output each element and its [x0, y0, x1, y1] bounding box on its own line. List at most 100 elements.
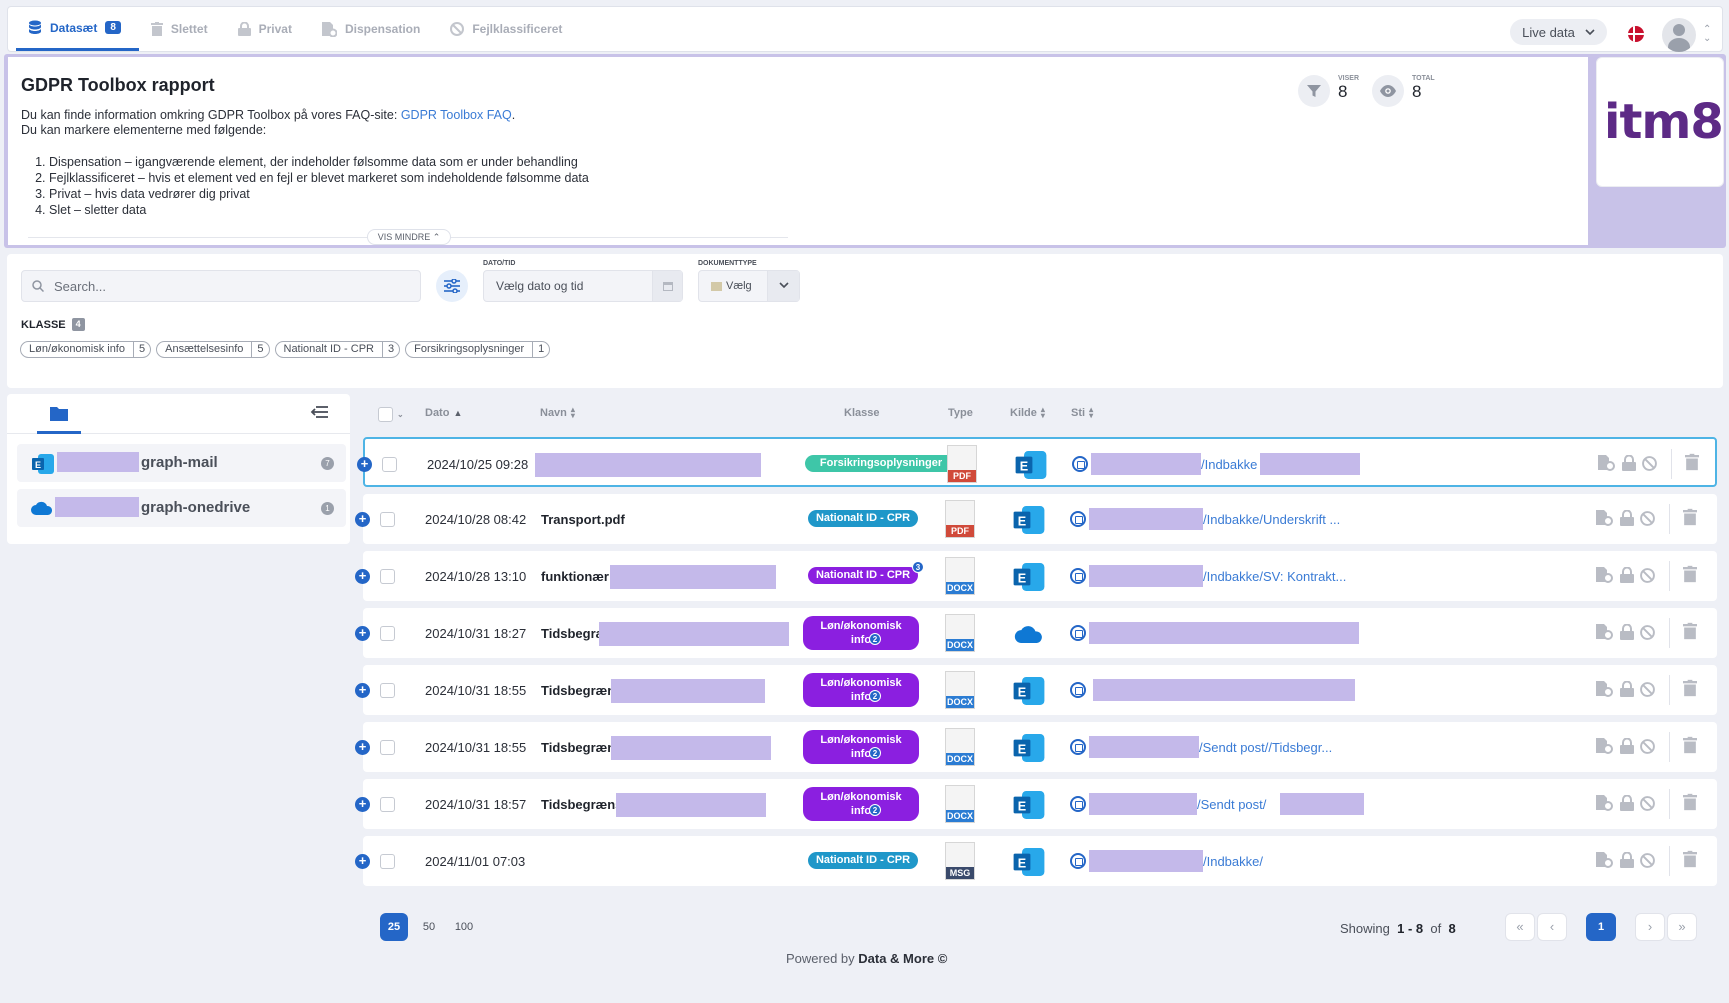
lock-icon[interactable]: [1622, 455, 1636, 471]
expand-row-button[interactable]: +: [355, 626, 370, 641]
table-row[interactable]: +2024/10/25 09:28 Forsikringsoplysninger P…: [357, 437, 1717, 487]
page-1-button[interactable]: 1: [1586, 913, 1616, 941]
row-checkbox[interactable]: [380, 569, 395, 584]
copy-path-icon[interactable]: [1072, 456, 1088, 472]
expand-row-button[interactable]: +: [357, 457, 372, 472]
expand-row-button[interactable]: +: [355, 512, 370, 527]
next-page-button[interactable]: ›: [1635, 913, 1665, 941]
row-checkbox[interactable]: [380, 683, 395, 698]
col-dato[interactable]: Dato ▲: [425, 407, 463, 419]
ban-icon[interactable]: [1642, 455, 1657, 471]
page-size-100[interactable]: 100: [454, 921, 474, 933]
row-checkbox[interactable]: [380, 512, 395, 527]
copy-path-icon[interactable]: [1070, 511, 1086, 527]
filter-settings-button[interactable]: [436, 270, 468, 302]
ban-icon[interactable]: [1640, 738, 1655, 754]
lock-icon[interactable]: [1620, 795, 1634, 811]
chevron-down-icon[interactable]: [767, 271, 799, 301]
ban-icon[interactable]: [1640, 681, 1655, 697]
dispensation-icon[interactable]: [1596, 738, 1614, 754]
chip-ansaettelse[interactable]: Ansættelsesinfo 5: [156, 341, 270, 358]
expand-row-button[interactable]: +: [355, 569, 370, 584]
delete-icon[interactable]: [1683, 850, 1697, 868]
row-path[interactable]: /Indbakke/SV: Kontrakt...: [1203, 569, 1347, 584]
danish-flag-icon[interactable]: [1628, 26, 1644, 42]
expand-row-button[interactable]: +: [355, 797, 370, 812]
calendar-icon[interactable]: [652, 271, 682, 301]
delete-icon[interactable]: [1683, 622, 1697, 640]
lock-icon[interactable]: [1620, 624, 1634, 640]
copy-path-icon[interactable]: [1070, 682, 1086, 698]
dispensation-icon[interactable]: [1596, 510, 1614, 526]
prev-page-button[interactable]: ‹: [1537, 913, 1567, 941]
ban-icon[interactable]: [1640, 852, 1655, 868]
search-input[interactable]: Search...: [54, 278, 107, 294]
lock-icon[interactable]: [1620, 510, 1634, 526]
chip-cpr[interactable]: Nationalt ID - CPR 3: [274, 341, 401, 358]
dispensation-icon[interactable]: [1596, 681, 1614, 697]
delete-icon[interactable]: [1683, 508, 1697, 526]
tab-privat[interactable]: Privat: [226, 7, 310, 51]
ban-icon[interactable]: [1640, 567, 1655, 583]
select-all[interactable]: ⌄: [378, 407, 404, 422]
page-size-50[interactable]: 50: [422, 921, 436, 933]
collapse-sidebar-button[interactable]: [310, 406, 328, 421]
row-path[interactable]: /Indbakke: [1201, 457, 1258, 472]
expand-row-button[interactable]: +: [355, 854, 370, 869]
row-path[interactable]: /Indbakke/: [1203, 854, 1263, 869]
folder-tab[interactable]: [37, 402, 81, 434]
chevron-updown-icon[interactable]: ⌃ ⌄: [1703, 24, 1712, 44]
dispensation-icon[interactable]: [1596, 567, 1614, 583]
source-item-graph-mail[interactable]: E graph-mail 7: [17, 444, 346, 482]
first-page-button[interactable]: «: [1505, 913, 1535, 941]
copy-path-icon[interactable]: [1070, 568, 1086, 584]
copy-path-icon[interactable]: [1070, 625, 1086, 641]
lock-icon[interactable]: [1620, 681, 1634, 697]
last-page-button[interactable]: »: [1667, 913, 1697, 941]
copy-path-icon[interactable]: [1070, 739, 1086, 755]
ban-icon[interactable]: [1640, 624, 1655, 640]
table-row[interactable]: +2024/10/31 18:27 Tidsbegra Løn/økonomisk i…: [355, 608, 1717, 658]
tab-fejlklassificeret[interactable]: Fejlklassificeret: [438, 7, 580, 51]
col-navn[interactable]: Navn ▴ ▾: [540, 405, 575, 420]
row-checkbox[interactable]: [382, 457, 397, 472]
table-row[interactable]: +2024/10/28 08:42 Transport.pdf Nationalt …: [355, 494, 1717, 544]
col-kilde[interactable]: Kilde ▴ ▾: [1010, 405, 1045, 420]
delete-icon[interactable]: [1683, 736, 1697, 754]
dispensation-icon[interactable]: [1596, 624, 1614, 640]
lock-icon[interactable]: [1620, 852, 1634, 868]
table-row[interactable]: +2024/11/01 07:03 Nationalt ID - CPR MSG E /…: [355, 836, 1717, 886]
row-checkbox[interactable]: [380, 626, 395, 641]
copy-path-icon[interactable]: [1070, 796, 1086, 812]
date-picker[interactable]: Vælg dato og tid: [483, 270, 683, 302]
tab-slettet[interactable]: Slettet: [139, 7, 226, 51]
delete-icon[interactable]: [1683, 793, 1697, 811]
row-path[interactable]: /Indbakke/Underskrift ...: [1203, 512, 1341, 527]
search-box[interactable]: Search...: [21, 270, 421, 302]
ban-icon[interactable]: [1640, 795, 1655, 811]
tab-datasaet[interactable]: Datasæt 8: [16, 7, 139, 51]
copy-path-icon[interactable]: [1070, 853, 1086, 869]
lock-icon[interactable]: [1620, 738, 1634, 754]
table-row[interactable]: +2024/10/28 13:10 funktionær Nationalt ID …: [355, 551, 1717, 601]
row-path[interactable]: /Sendt post//Tidsbegr...: [1199, 740, 1333, 755]
row-checkbox[interactable]: [380, 797, 395, 812]
col-sti[interactable]: Sti ▴ ▾: [1071, 405, 1094, 420]
vis-mindre-button[interactable]: VIS MINDRE ⌃: [367, 229, 451, 245]
ban-icon[interactable]: [1640, 510, 1655, 526]
lock-icon[interactable]: [1620, 567, 1634, 583]
faq-link[interactable]: GDPR Toolbox FAQ: [400, 108, 512, 122]
row-checkbox[interactable]: [380, 740, 395, 755]
table-row[interactable]: +2024/10/31 18:55 Tidsbegræn Løn/økonomisk…: [355, 665, 1717, 715]
delete-icon[interactable]: [1683, 679, 1697, 697]
source-item-graph-onedrive[interactable]: graph-onedrive 1: [17, 489, 346, 527]
expand-row-button[interactable]: +: [355, 740, 370, 755]
chip-forsikring[interactable]: Forsikringsoplysninger 1: [405, 341, 551, 358]
chip-lon[interactable]: Løn/økonomisk info 5: [20, 341, 152, 358]
delete-icon[interactable]: [1685, 453, 1699, 471]
tab-dispensation[interactable]: Dispensation: [310, 7, 438, 51]
row-path[interactable]: /Sendt post/: [1197, 797, 1267, 812]
dispensation-icon[interactable]: [1598, 455, 1616, 471]
dispensation-icon[interactable]: [1596, 795, 1614, 811]
avatar[interactable]: [1662, 18, 1696, 52]
